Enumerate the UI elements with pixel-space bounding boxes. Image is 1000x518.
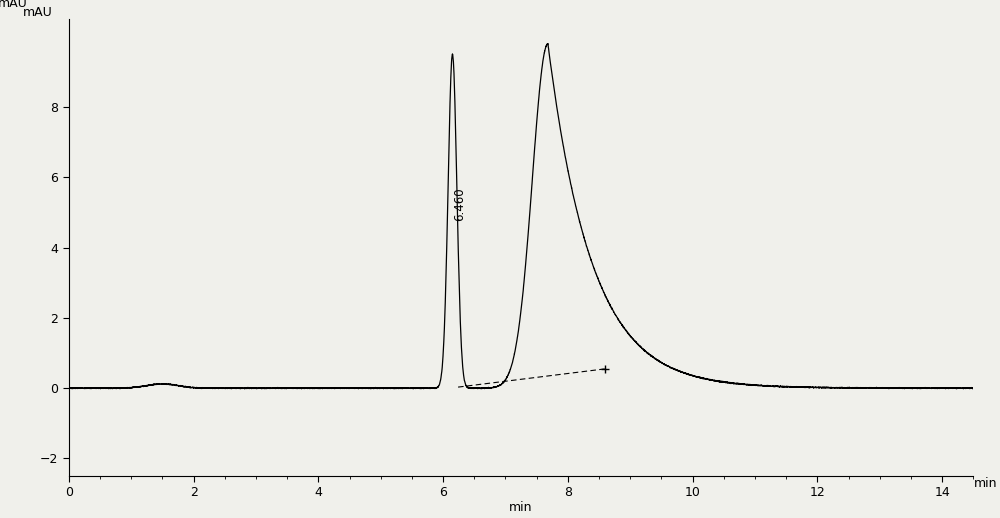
Y-axis label: mAU: mAU [0,0,28,10]
Text: 6.460: 6.460 [453,188,466,221]
Text: min: min [974,477,998,490]
X-axis label: min: min [509,501,533,514]
Text: mAU: mAU [23,6,52,19]
